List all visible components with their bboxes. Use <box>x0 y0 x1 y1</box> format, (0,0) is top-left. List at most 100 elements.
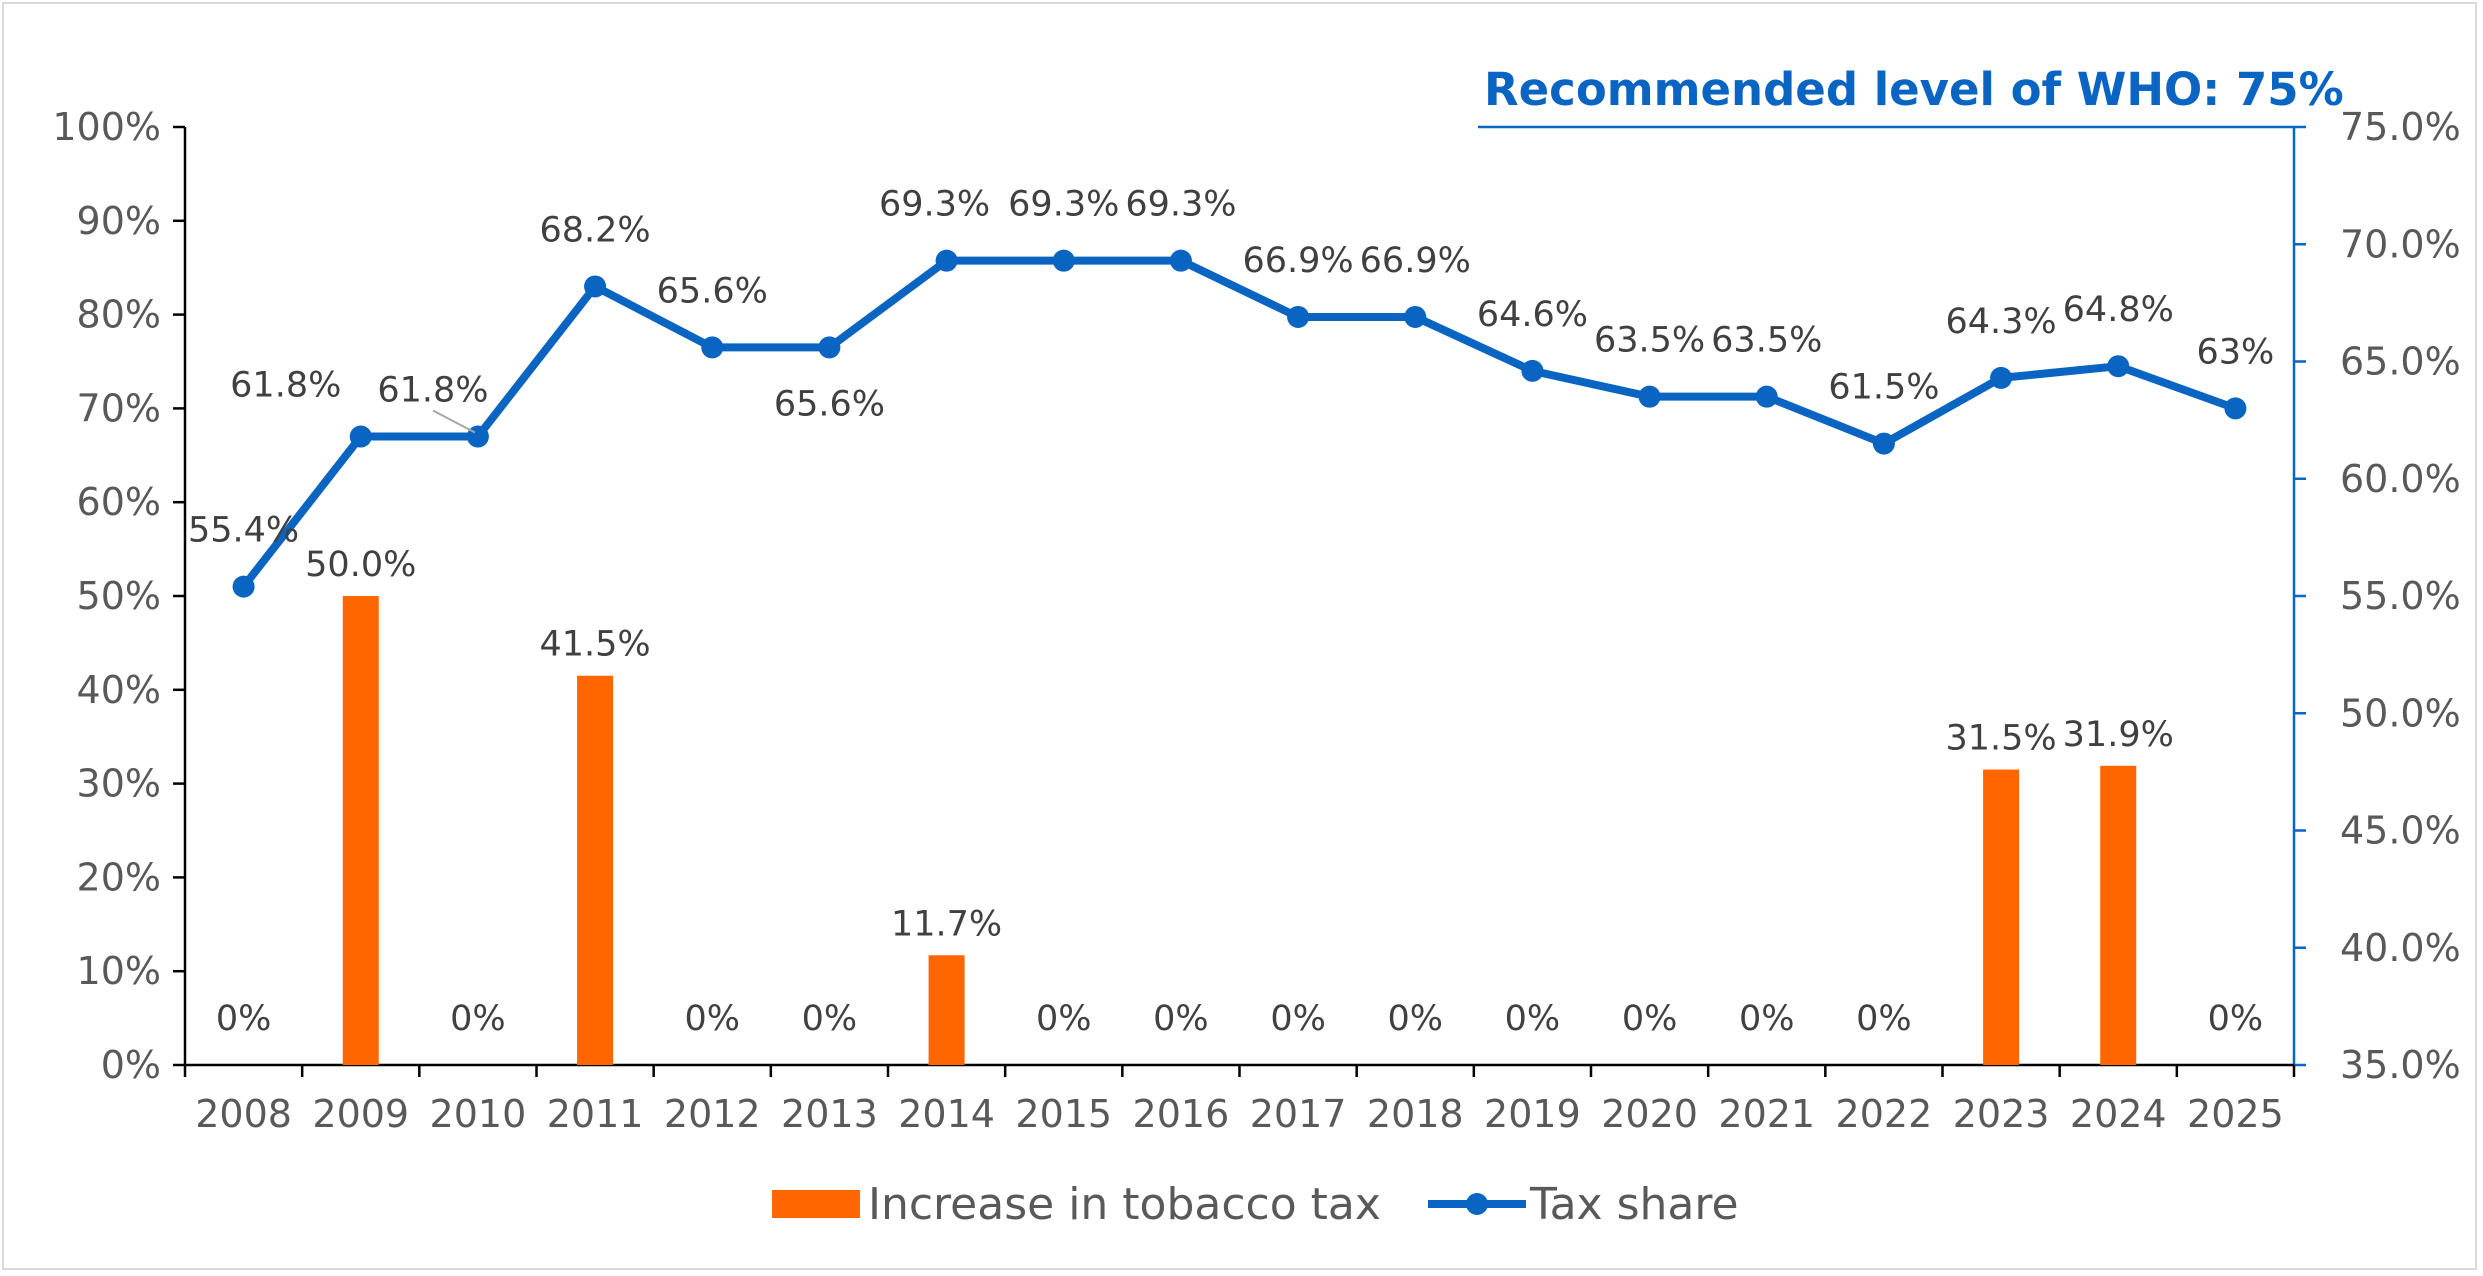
line-data-label: 69.3% <box>879 185 990 225</box>
x-tick-label: 2017 <box>1250 1092 1347 1136</box>
line-data-label: 63.5% <box>1594 321 1705 361</box>
tax-share-point <box>935 249 958 272</box>
line-data-label: 63% <box>2197 332 2275 372</box>
tax-share-point <box>1052 249 1075 272</box>
legend-line-marker <box>1466 1193 1488 1215</box>
tax-share-point <box>701 336 724 359</box>
tax-share-point <box>466 425 489 448</box>
bar-data-label: 0% <box>1622 999 1678 1039</box>
x-tick-label: 2008 <box>195 1092 292 1136</box>
line-data-label: 69.3% <box>1125 185 1236 225</box>
line-group <box>232 249 2247 598</box>
x-tick-label: 2019 <box>1484 1092 1581 1136</box>
tax-share-point <box>2107 355 2130 378</box>
who-annotation-text: Recommended level of WHO: 75% <box>1484 63 2344 116</box>
y-left-tick-label: 0% <box>101 1043 161 1087</box>
y-left-tick-label: 10% <box>77 949 161 993</box>
bar-data-label: 0% <box>1387 999 1443 1039</box>
bar-data-label: 0% <box>1036 999 1092 1039</box>
legend-line-label: Tax share <box>1529 1179 1739 1230</box>
tax-share-point <box>1521 359 1544 382</box>
y-left-tick-label: 40% <box>77 668 161 712</box>
bar-data-label: 0% <box>450 999 506 1039</box>
bar-data-label: 31.5% <box>1945 719 2056 759</box>
y-left-tick-label: 30% <box>77 762 161 806</box>
x-tick-label: 2015 <box>1015 1092 1112 1136</box>
bar-data-label: 50.0% <box>305 545 416 585</box>
y-left-tick-label: 60% <box>77 480 161 524</box>
line-data-label: 64.8% <box>2063 290 2174 330</box>
line-data-label: 64.6% <box>1477 295 1588 335</box>
tax-share-point <box>1169 249 1192 272</box>
tax-share-point <box>1404 305 1427 328</box>
y-left-tick-label: 90% <box>77 199 161 243</box>
y-left-tick-label: 80% <box>77 293 161 337</box>
bar-data-label: 0% <box>1270 999 1326 1039</box>
tax-share-point <box>818 336 841 359</box>
y-right-tick-label: 45.0% <box>2340 809 2461 853</box>
tax-share-point <box>1638 385 1661 408</box>
tax-share-line <box>240 256 2237 590</box>
bar-tax-increase <box>342 596 379 1065</box>
line-data-label: 61.8% <box>377 371 488 411</box>
line-data-label: 65.6% <box>774 384 885 424</box>
line-data-label: 65.6% <box>657 271 768 311</box>
bar-tax-increase <box>2100 765 2137 1065</box>
legend: Increase in tobacco tax Tax share <box>772 1179 1739 1230</box>
x-tick-label: 2020 <box>1601 1092 1698 1136</box>
x-tick-label: 2021 <box>1718 1092 1815 1136</box>
y-right-tick-label: 75.0% <box>2340 105 2461 149</box>
x-tick-label: 2022 <box>1836 1092 1933 1136</box>
data-labels-group: 0% 50.0% 0% 41.5% 0% 0% 11.7% 0% 0% 0% 0% 0% 0% 0% 0% 3… <box>188 185 2274 1039</box>
y-right-tick-label: 60.0% <box>2340 457 2461 501</box>
x-tick-label: 2012 <box>664 1092 761 1136</box>
y-right-tick-label: 40.0% <box>2340 926 2461 970</box>
line-data-label: 64.3% <box>1945 302 2056 342</box>
legend-bar-label: Increase in tobacco tax <box>868 1179 1381 1230</box>
x-tick-label: 2016 <box>1133 1092 1230 1136</box>
x-tick-label: 2018 <box>1367 1092 1464 1136</box>
tax-share-point <box>584 275 607 298</box>
tax-share-point <box>2224 397 2247 420</box>
bar-tax-increase <box>928 955 965 1065</box>
bar-tax-increase <box>577 675 614 1065</box>
x-tick-label: 2014 <box>898 1092 995 1136</box>
label-leader-line <box>432 409 476 434</box>
combo-chart: 0% 10% 20% 30% 40% 50% 60% 70% 80% 90% 100% 35.0% 40… <box>52 63 2460 1230</box>
line-data-label: 61.8% <box>230 366 341 406</box>
line-data-label: 68.2% <box>539 210 650 250</box>
y-left-tick-label: 20% <box>77 855 161 899</box>
bars-group <box>342 596 2137 1065</box>
line-data-label: 61.5% <box>1828 368 1939 408</box>
bar-data-label: 11.7% <box>891 904 1002 944</box>
x-tick-label: 2010 <box>430 1092 527 1136</box>
y-left-tick-label: 100% <box>52 105 161 149</box>
bar-data-label: 0% <box>2208 999 2264 1039</box>
y-left-tick-label: 70% <box>77 386 161 430</box>
bar-tax-increase <box>1983 769 2020 1065</box>
x-tick-label: 2011 <box>547 1092 644 1136</box>
bar-data-label: 0% <box>216 999 272 1039</box>
x-tick-label: 2013 <box>781 1092 878 1136</box>
line-data-label: 66.9% <box>1360 241 1471 281</box>
y-right-tick-label: 65.0% <box>2340 340 2461 384</box>
y-right-tick-label: 70.0% <box>2340 222 2461 266</box>
bar-data-label: 31.9% <box>2063 715 2174 755</box>
x-tick-label: 2024 <box>2070 1092 2167 1136</box>
bar-data-label: 41.5% <box>539 625 650 665</box>
line-data-label: 66.9% <box>1242 241 1353 281</box>
x-tick-label: 2023 <box>1953 1092 2050 1136</box>
bar-data-label: 0% <box>1505 999 1561 1039</box>
tax-share-point <box>232 575 255 598</box>
bar-data-label: 0% <box>1739 999 1795 1039</box>
y-right-tick-label: 50.0% <box>2340 691 2461 735</box>
tax-share-point <box>1990 366 2013 389</box>
line-data-label: 63.5% <box>1711 321 1822 361</box>
legend-bar-swatch <box>772 1190 860 1218</box>
axes-group: 0% 10% 20% 30% 40% 50% 60% 70% 80% 90% 100% 35.0% 40… <box>52 105 2460 1136</box>
bar-data-label: 0% <box>684 999 740 1039</box>
y-right-tick-label: 55.0% <box>2340 574 2461 618</box>
y-left-tick-label: 50% <box>77 574 161 618</box>
line-data-label: 69.3% <box>1008 185 1119 225</box>
bar-data-label: 0% <box>802 999 858 1039</box>
